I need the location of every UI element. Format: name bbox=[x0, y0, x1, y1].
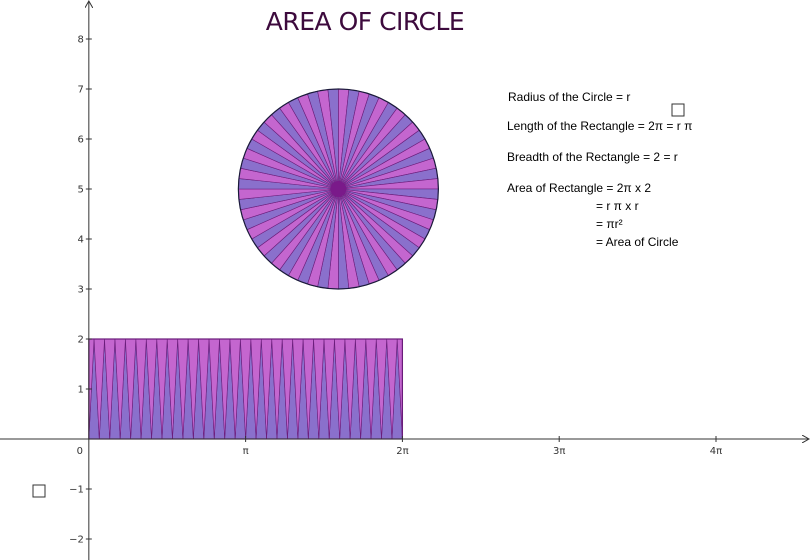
y-tick-label: −1 bbox=[69, 485, 84, 496]
circle-center-point bbox=[330, 181, 347, 197]
show-checkbox-bottom[interactable] bbox=[32, 484, 46, 498]
rectangle-triangles bbox=[88, 338, 403, 440]
note-area-rect: Area of Rectangle = 2π x 2 bbox=[507, 181, 651, 195]
y-tick-label: 7 bbox=[77, 85, 83, 96]
x-axis-ticks: 0 π 2π 3π 4π bbox=[77, 436, 722, 457]
y-tick-label: 4 bbox=[77, 235, 83, 246]
show-checkbox-top[interactable] bbox=[671, 103, 685, 117]
y-tick-label: 3 bbox=[77, 285, 83, 296]
y-tick-label: 1 bbox=[77, 385, 83, 396]
page-title: AREA OF CIRCLE bbox=[266, 7, 464, 36]
note-breadth: Breadth of the Rectangle = 2 = r bbox=[507, 150, 678, 164]
x-tick-label: 3π bbox=[553, 446, 565, 457]
circle-outline bbox=[237, 88, 439, 290]
x-tick-label: 0 bbox=[77, 446, 83, 457]
y-axis-ticks: 8 7 6 5 4 3 2 1 −1 −2 bbox=[69, 35, 92, 546]
y-tick-label: 8 bbox=[77, 35, 83, 46]
note-area-step3: = πr² bbox=[596, 217, 623, 231]
y-tick-label: 5 bbox=[77, 185, 83, 196]
note-length: Length of the Rectangle = 2π = r π bbox=[507, 119, 692, 133]
y-tick-label: 2 bbox=[77, 335, 83, 346]
note-area-step4: = Area of Circle bbox=[596, 235, 679, 249]
x-tick-label: 4π bbox=[710, 446, 722, 457]
note-radius: Radius of the Circle = r bbox=[508, 90, 630, 104]
x-tick-label: π bbox=[243, 446, 249, 457]
x-tick-label: 2π bbox=[396, 446, 408, 457]
y-tick-label: −2 bbox=[69, 535, 84, 546]
note-area-step2: = r π x r bbox=[596, 199, 639, 213]
y-tick-label: 6 bbox=[77, 135, 83, 146]
